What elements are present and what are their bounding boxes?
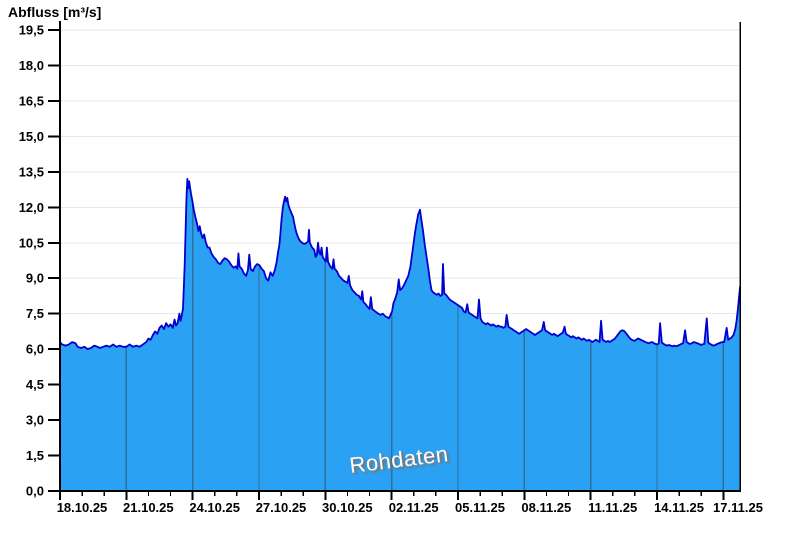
y-tick-label: 6,0 [26,342,44,357]
y-axis-title: Abfluss [m³/s] [8,4,102,20]
x-tick-label: 24.10.25 [189,500,240,515]
x-tick-label: 27.10.25 [256,500,307,515]
y-tick-label: 4,5 [26,377,44,392]
y-tick-label: 0,0 [26,484,44,499]
x-tick-label: 11.11.25 [588,500,637,515]
x-tick-label: 05.11.25 [455,500,505,515]
x-tick-label: 18.10.25 [57,500,108,515]
x-tick-label: 08.11.25 [521,500,571,515]
y-tick-label: 9,0 [26,271,44,286]
x-tick-label: 17.11.25 [713,500,763,515]
x-tick-labels: 18.10.25 21.10.25 24.10.25 27.10.25 30.10.25… [57,500,763,515]
y-ticks: 0,0 1,5 3,0 4,5 6,0 7,5 9,0 10,5 12,0 13,5 15,0 16,… [19,23,60,499]
axes [59,21,741,492]
x-tick-label: 02.11.25 [389,500,439,515]
y-tick-label: 18,0 [19,58,44,73]
x-tick-label: 21.10.25 [123,500,174,515]
x-tick-label: 14.11.25 [654,500,704,515]
x-ticks [59,491,725,500]
discharge-area [60,178,741,491]
y-tick-label: 1,5 [26,448,44,463]
y-tick-label: 10,5 [19,235,44,250]
x-tick-label: 30.10.25 [322,500,373,515]
y-tick-label: 15,0 [19,129,44,144]
discharge-line [59,178,742,351]
y-tick-label: 19,5 [19,23,44,38]
y-tick-label: 13,5 [19,164,44,179]
y-tick-label: 7,5 [26,306,44,321]
y-tick-label: 16,5 [19,93,44,108]
y-tick-label: 3,0 [26,413,44,428]
y-tick-label: 12,0 [19,200,44,215]
